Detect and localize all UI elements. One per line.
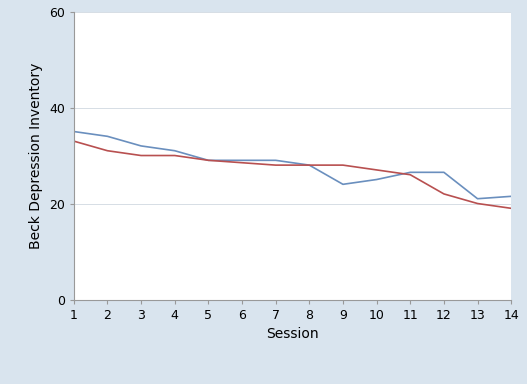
CBT — [104, 134, 111, 139]
IPT — [340, 163, 346, 167]
IPT — [508, 206, 514, 210]
CBT — [172, 149, 178, 153]
IPT — [306, 163, 313, 167]
Line: IPT: IPT — [74, 141, 511, 208]
CBT — [306, 163, 313, 167]
IPT — [474, 201, 481, 206]
IPT — [205, 158, 211, 163]
IPT — [138, 153, 144, 158]
CBT — [340, 182, 346, 187]
IPT — [407, 172, 413, 177]
CBT — [239, 158, 245, 163]
CBT — [205, 158, 211, 163]
CBT — [508, 194, 514, 199]
CBT — [71, 129, 77, 134]
IPT — [441, 192, 447, 196]
X-axis label: Session: Session — [266, 327, 319, 341]
IPT — [239, 161, 245, 165]
Y-axis label: Beck Depression Inventory: Beck Depression Inventory — [30, 62, 43, 249]
CBT — [407, 170, 413, 175]
IPT — [172, 153, 178, 158]
CBT — [441, 170, 447, 175]
CBT — [474, 197, 481, 201]
Line: CBT: CBT — [74, 131, 511, 199]
IPT — [71, 139, 77, 144]
CBT — [272, 158, 279, 163]
CBT — [374, 177, 380, 182]
CBT — [138, 144, 144, 148]
IPT — [272, 163, 279, 167]
IPT — [374, 168, 380, 172]
IPT — [104, 149, 111, 153]
